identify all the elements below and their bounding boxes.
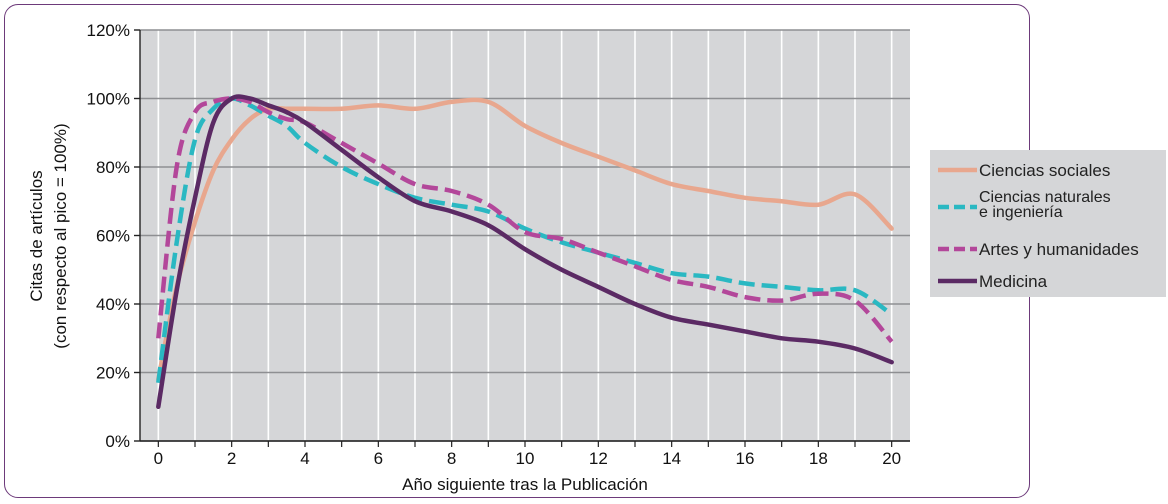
legend-label-artes-y-humanidades: Artes y humanidades — [979, 240, 1139, 259]
series-lines — [156, 94, 894, 410]
legend-label-ciencias-naturales-e-ingenieria-line2: e ingeniería — [979, 204, 1063, 221]
x-tick-label: 10 — [516, 449, 535, 468]
axis-ticks: 0% 20% 40% 60% 80% 100% 120% 0 2 4 6 8 10 12 14 16 18 20 — [87, 21, 910, 468]
x-tick-label: 0 — [154, 449, 163, 468]
x-tick-label: 16 — [736, 449, 755, 468]
legend-label-ciencias-sociales: Ciencias sociales — [979, 161, 1110, 180]
y-tick-label: 100% — [87, 90, 130, 109]
series-line-artes-y-humanidades — [156, 96, 894, 344]
y-tick-label: 120% — [87, 21, 130, 40]
y-tick-label: 60% — [96, 227, 130, 246]
x-tick-label: 12 — [589, 449, 608, 468]
y-tick-label: 80% — [96, 158, 130, 177]
legend-label-medicina: Medicina — [979, 272, 1048, 291]
series-line-ciencias-naturales-e-ingenieria — [156, 96, 893, 384]
x-axis-title: Año siguiente tras la Publicación — [402, 475, 648, 494]
x-tick-label: 6 — [374, 449, 383, 468]
series-line-ciencias-sociales — [156, 97, 894, 382]
x-tick-label: 18 — [809, 449, 828, 468]
series-line-medicina — [156, 94, 894, 410]
y-axis-title-line2: (con respecto al pico = 100%) — [51, 123, 70, 348]
y-axis-title-line1: Citas de artículos — [27, 170, 46, 301]
y-tick-label: 20% — [96, 364, 130, 383]
legend-label-ciencias-naturales-e-ingenieria-line1: Ciencias naturales — [979, 189, 1111, 206]
x-tick-label: 2 — [227, 449, 236, 468]
x-tick-label: 14 — [662, 449, 681, 468]
x-tick-label: 8 — [447, 449, 456, 468]
y-tick-label: 0% — [105, 432, 130, 451]
x-tick-label: 4 — [300, 449, 309, 468]
legend-box — [930, 150, 1166, 297]
y-tick-label: 40% — [96, 295, 130, 314]
x-tick-label: 20 — [882, 449, 901, 468]
